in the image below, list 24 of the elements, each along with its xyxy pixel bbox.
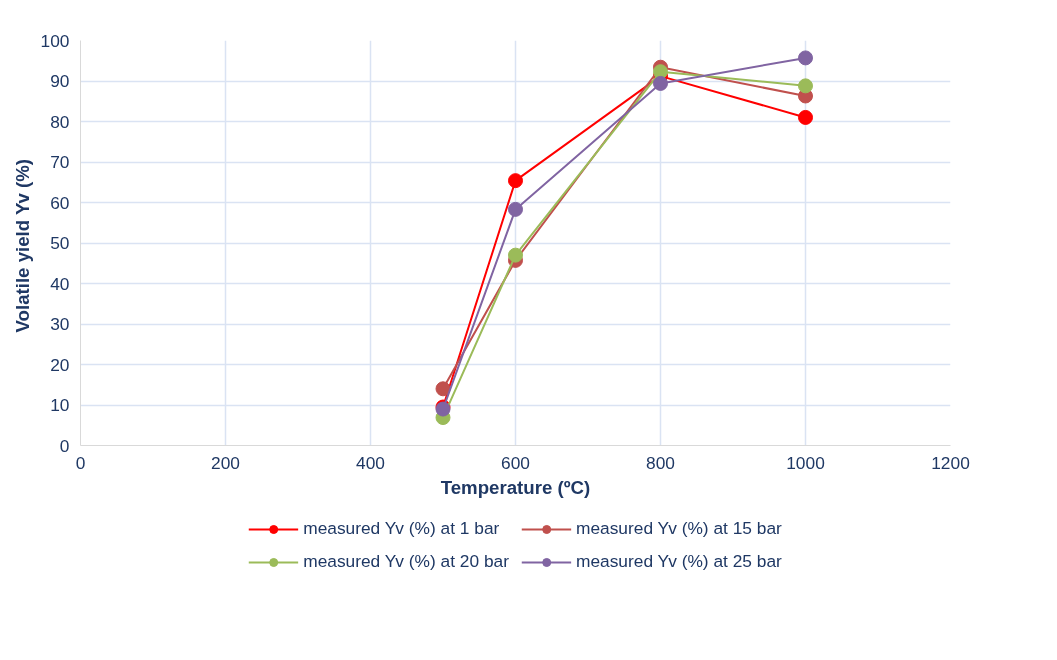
legend-label: measured Yv (%) at 25 bar — [576, 551, 782, 572]
x-tick-label: 800 — [646, 452, 675, 473]
y-tick-label: 60 — [50, 192, 70, 213]
y-tick-label: 10 — [50, 395, 70, 415]
y-tick-label: 30 — [50, 314, 70, 334]
y-tick-label: 0 — [59, 435, 70, 456]
y-tick-label: 90 — [50, 71, 70, 91]
y-tick-label: 80 — [50, 111, 70, 132]
y-tick-label: 70 — [50, 152, 70, 172]
legend-label: measured Yv (%) at 20 bar — [303, 551, 509, 572]
x-tick-label: 0 — [75, 452, 86, 473]
legend-label: measured Yv (%) at 1 bar — [303, 518, 500, 539]
y-tick-label: 100 — [40, 30, 70, 51]
x-axis-title: Temperature (ºC) — [440, 476, 591, 498]
y-tick-label: 20 — [50, 354, 70, 375]
y-axis-title: Volatile yield Yv (%) — [11, 159, 33, 333]
x-tick-label: 1000 — [786, 452, 825, 473]
legend-label: measured Yv (%) at 15 bar — [576, 518, 782, 539]
x-tick-label: 1200 — [931, 452, 970, 473]
x-tick-label: 600 — [501, 452, 530, 473]
x-tick-label: 400 — [356, 452, 385, 473]
y-tick-label: 40 — [50, 273, 70, 294]
x-tick-label: 200 — [211, 452, 240, 473]
y-tick-label: 50 — [50, 233, 70, 253]
